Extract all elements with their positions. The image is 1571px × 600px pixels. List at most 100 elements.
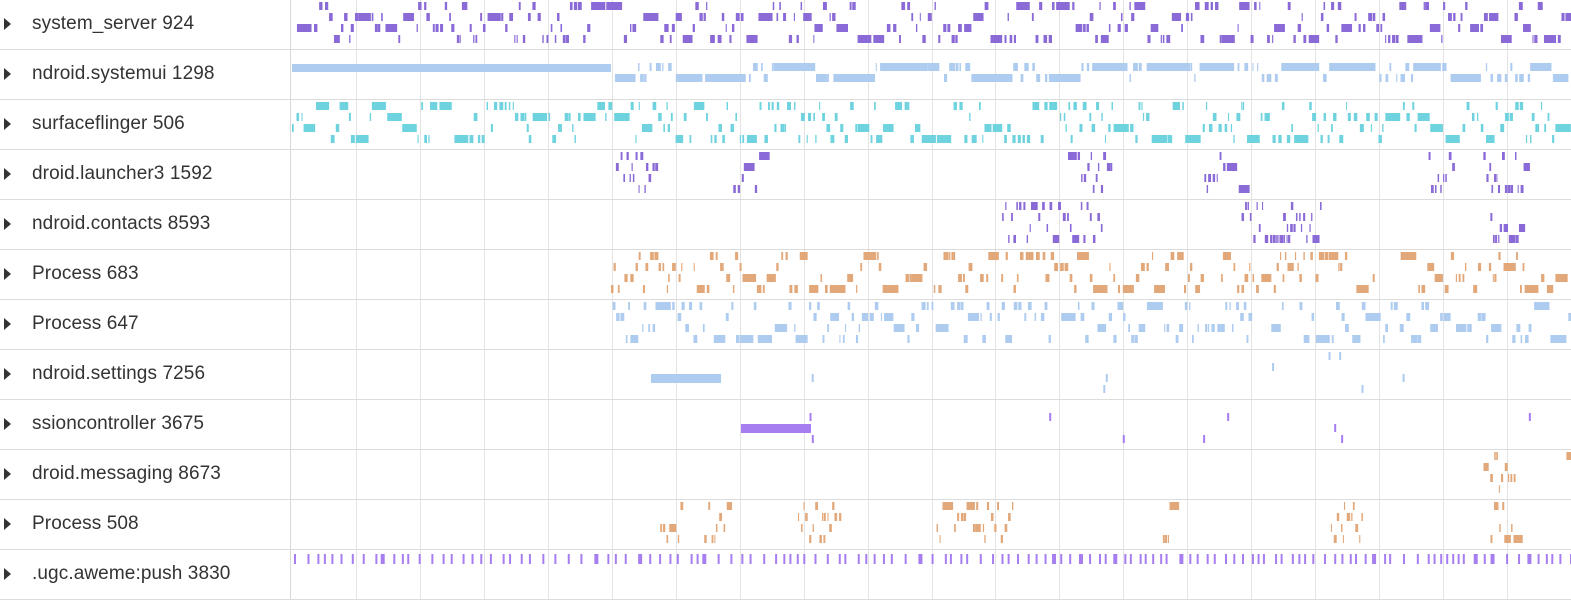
process-timeline-lane[interactable] bbox=[292, 550, 1571, 599]
expand-arrow-icon[interactable] bbox=[4, 318, 11, 330]
timeline-slice bbox=[1113, 554, 1118, 564]
timeline-slice bbox=[1338, 263, 1340, 271]
expand-arrow-icon[interactable] bbox=[4, 568, 11, 580]
timeline-slice bbox=[1229, 302, 1231, 310]
expand-arrow-icon[interactable] bbox=[4, 118, 11, 130]
process-track-header[interactable]: .ugc.aweme:push 3830 bbox=[0, 550, 291, 599]
process-track-header[interactable]: surfaceflinger 506 bbox=[0, 100, 291, 149]
expand-arrow-icon[interactable] bbox=[4, 368, 11, 380]
process-track-header[interactable]: ndroid.systemui 1298 bbox=[0, 50, 291, 99]
timeline-slice bbox=[1096, 102, 1100, 110]
timeline-slice bbox=[1052, 554, 1057, 564]
timeline-slice bbox=[591, 2, 606, 10]
process-track-header[interactable]: droid.messaging 8673 bbox=[0, 450, 291, 499]
timeline-slice bbox=[481, 135, 485, 143]
process-track-row[interactable]: droid.launcher3 1592 bbox=[0, 150, 1571, 200]
timeline-slice bbox=[1490, 554, 1495, 564]
timeline-slice bbox=[660, 524, 662, 532]
timeline-slice bbox=[1237, 24, 1239, 32]
process-track-row[interactable]: Process 647 bbox=[0, 300, 1571, 350]
process-track-header[interactable]: ssioncontroller 3675 bbox=[0, 400, 291, 449]
timeline-slice bbox=[772, 2, 775, 10]
expand-arrow-icon[interactable] bbox=[4, 418, 11, 430]
timeline-slice bbox=[1044, 102, 1048, 110]
expand-arrow-icon[interactable] bbox=[4, 18, 11, 30]
timeline-slice bbox=[632, 174, 635, 182]
timeline-slice bbox=[1089, 13, 1094, 21]
process-track-header[interactable]: ndroid.settings 7256 bbox=[0, 350, 291, 399]
timeline-slice bbox=[1546, 285, 1554, 293]
timeline-slice bbox=[385, 24, 398, 32]
timeline-slice bbox=[626, 152, 629, 160]
process-track-header[interactable]: Process 508 bbox=[0, 500, 291, 549]
process-timeline-lane[interactable] bbox=[292, 100, 1571, 149]
timeline-slice bbox=[768, 102, 770, 110]
timeline-slice bbox=[1250, 35, 1254, 43]
expand-arrow-icon[interactable] bbox=[4, 518, 11, 530]
process-track-row[interactable]: ssioncontroller 3675 bbox=[0, 400, 1571, 450]
process-track-row[interactable]: ndroid.contacts 8593 bbox=[0, 200, 1571, 250]
process-track-header[interactable]: system_server 924 bbox=[0, 0, 291, 49]
process-track-header[interactable]: ndroid.contacts 8593 bbox=[0, 200, 291, 249]
timeline-slice bbox=[1243, 302, 1247, 310]
timeline-slice bbox=[709, 252, 714, 260]
timeline-slice bbox=[815, 502, 819, 510]
timeline-slice bbox=[1277, 235, 1279, 243]
timeline-slice bbox=[948, 252, 951, 260]
process-track-row[interactable]: Process 683 bbox=[0, 250, 1571, 300]
timeline-slice bbox=[417, 135, 419, 143]
process-track-header[interactable]: droid.launcher3 1592 bbox=[0, 150, 291, 199]
timeline-slice bbox=[1515, 102, 1519, 110]
timeline-slice bbox=[978, 102, 981, 110]
process-timeline-lane[interactable] bbox=[292, 400, 1571, 449]
timeline-slice bbox=[1128, 324, 1130, 332]
process-timeline-lane[interactable] bbox=[292, 0, 1571, 49]
process-timeline-lane[interactable] bbox=[292, 250, 1571, 299]
process-track-row[interactable]: system_server 924 bbox=[0, 0, 1571, 50]
process-timeline-lane[interactable] bbox=[292, 450, 1571, 499]
process-track-row[interactable]: ndroid.settings 7256 bbox=[0, 350, 1571, 400]
process-track-row[interactable]: Process 508 bbox=[0, 500, 1571, 550]
timeline-slice bbox=[1257, 554, 1260, 564]
timeline-slice bbox=[1462, 124, 1466, 132]
timeline-slice bbox=[574, 135, 576, 143]
timeline-slice bbox=[1216, 174, 1218, 182]
process-timeline-lane[interactable] bbox=[292, 200, 1571, 249]
process-track-row[interactable]: .ugc.aweme:push 3830 bbox=[0, 550, 1571, 600]
expand-arrow-icon[interactable] bbox=[4, 218, 11, 230]
timeline-slice bbox=[1142, 113, 1145, 121]
expand-arrow-icon[interactable] bbox=[4, 468, 11, 480]
timeline-slice bbox=[1223, 163, 1226, 171]
process-timeline-lane[interactable] bbox=[292, 500, 1571, 549]
timeline-slice bbox=[794, 324, 796, 332]
process-track-row[interactable]: ndroid.systemui 1298 bbox=[0, 50, 1571, 100]
timeline-slice bbox=[1520, 185, 1524, 193]
process-timeline-lane[interactable] bbox=[292, 150, 1571, 199]
timeline-slice bbox=[1331, 335, 1334, 343]
timeline-slice bbox=[1480, 24, 1484, 32]
process-timeline-lane[interactable] bbox=[292, 300, 1571, 349]
process-track-header[interactable]: Process 647 bbox=[0, 300, 291, 349]
timeline-slice bbox=[1441, 35, 1443, 43]
timeline-slice bbox=[296, 113, 300, 121]
timeline-slice bbox=[655, 163, 659, 171]
expand-arrow-icon[interactable] bbox=[4, 168, 11, 180]
expand-arrow-icon[interactable] bbox=[4, 68, 11, 80]
timeline-slice bbox=[1329, 63, 1376, 71]
process-track-header[interactable]: Process 683 bbox=[0, 250, 291, 299]
timeline-slice bbox=[462, 554, 465, 564]
timeline-slice bbox=[851, 313, 854, 321]
timeline-slice bbox=[1328, 352, 1331, 360]
process-timeline-lane[interactable] bbox=[292, 350, 1571, 399]
process-timeline-lane[interactable] bbox=[292, 50, 1571, 99]
timeline-slice bbox=[1500, 35, 1512, 43]
timeline-slice bbox=[1510, 474, 1513, 482]
timeline-slice bbox=[649, 63, 652, 71]
process-track-row[interactable]: droid.messaging 8673 bbox=[0, 450, 1571, 500]
timeline-slice bbox=[1541, 274, 1545, 282]
process-track-row[interactable]: surfaceflinger 506 bbox=[0, 100, 1571, 150]
timeline-slice bbox=[822, 113, 825, 121]
timeline-slice bbox=[914, 124, 921, 132]
expand-arrow-icon[interactable] bbox=[4, 268, 11, 280]
timeline-slice bbox=[1303, 335, 1310, 343]
